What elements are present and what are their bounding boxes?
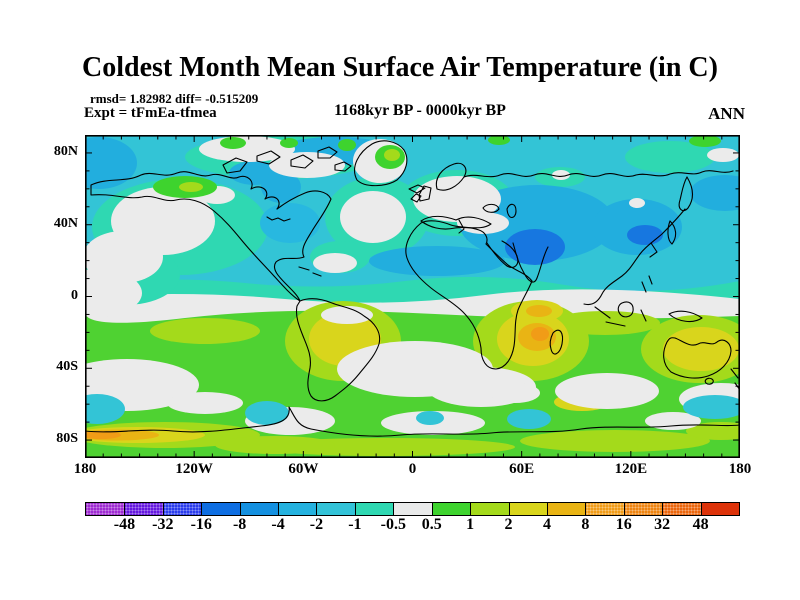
colorbar-label--32: -32 bbox=[152, 516, 174, 533]
lat-label-80N: 80N bbox=[53, 143, 78, 159]
colorbar-segment-0 bbox=[86, 503, 125, 515]
lon-label-3: 0 bbox=[408, 461, 417, 477]
colorbar-label--48: -48 bbox=[113, 516, 136, 533]
map-frame bbox=[85, 135, 740, 458]
colorbar-label-2: 2 bbox=[504, 516, 513, 533]
colorbar-segment-16 bbox=[700, 503, 739, 515]
period-text: 1168kyr BP - 0000kyr BP bbox=[334, 102, 506, 119]
colorbar-segment-7 bbox=[354, 503, 394, 515]
colorbar-label-1: 1 bbox=[466, 516, 475, 533]
colorbar-label--1: -1 bbox=[348, 516, 362, 533]
plot-title: Coldest Month Mean Surface Air Temperatu… bbox=[82, 52, 718, 83]
colorbar-segment-11 bbox=[508, 503, 547, 515]
lon-label-1: 120W bbox=[175, 461, 213, 477]
lon-label-4: 60E bbox=[509, 461, 535, 477]
world-map bbox=[85, 135, 740, 458]
colorbar-label--8: -8 bbox=[232, 516, 247, 533]
colorbar-label--0.5: -0.5 bbox=[380, 516, 406, 533]
colorbar-label--16: -16 bbox=[190, 516, 212, 533]
lat-label-40S: 40S bbox=[56, 359, 78, 375]
colorbar-segment-1 bbox=[124, 503, 163, 515]
colorbar-label-0.5: 0.5 bbox=[421, 516, 442, 533]
map-canvas bbox=[85, 135, 740, 458]
coastlines bbox=[85, 140, 740, 437]
experiment-text: Expt = tFmEa-tfmea bbox=[84, 105, 217, 121]
lon-label-2: 60W bbox=[288, 461, 319, 477]
colorbar-segment-13 bbox=[585, 503, 624, 515]
colorbar-segment-2 bbox=[162, 503, 202, 515]
colorbar-label-4: 4 bbox=[542, 516, 551, 533]
stats-text: rmsd= 1.82982 diff= -0.515209 bbox=[90, 91, 259, 106]
colorbar-segment-12 bbox=[546, 503, 586, 515]
colorbar-segment-6 bbox=[316, 503, 355, 515]
colorbar-segment-5 bbox=[278, 503, 317, 515]
lon-label-0: 180 bbox=[73, 461, 97, 477]
colorbar-label--4: -4 bbox=[271, 516, 285, 533]
colorbar-segment-3 bbox=[201, 503, 240, 515]
colorbar bbox=[85, 502, 740, 516]
colorbar-label--2: -2 bbox=[309, 516, 324, 533]
colorbar-segment-9 bbox=[431, 503, 471, 515]
colorbar-label-16: 16 bbox=[615, 516, 632, 533]
colorbar-label-8: 8 bbox=[581, 516, 590, 533]
colorbar-segment-14 bbox=[623, 503, 663, 515]
lon-label-5: 120E bbox=[614, 461, 648, 477]
colorbar-label-32: 32 bbox=[654, 516, 671, 533]
colorbar-segment-15 bbox=[662, 503, 701, 515]
lon-label-6: 180 bbox=[728, 461, 752, 477]
lat-label-80S: 80S bbox=[56, 431, 78, 447]
colorbar-segment-10 bbox=[470, 503, 509, 515]
lat-label-40N: 40N bbox=[53, 215, 78, 231]
colorbar-segment-4 bbox=[239, 503, 279, 515]
season-text: ANN bbox=[708, 104, 745, 123]
colorbar-label-48: 48 bbox=[692, 516, 709, 533]
lat-label-0: 0 bbox=[71, 287, 78, 303]
colorbar-segment-8 bbox=[393, 503, 432, 515]
